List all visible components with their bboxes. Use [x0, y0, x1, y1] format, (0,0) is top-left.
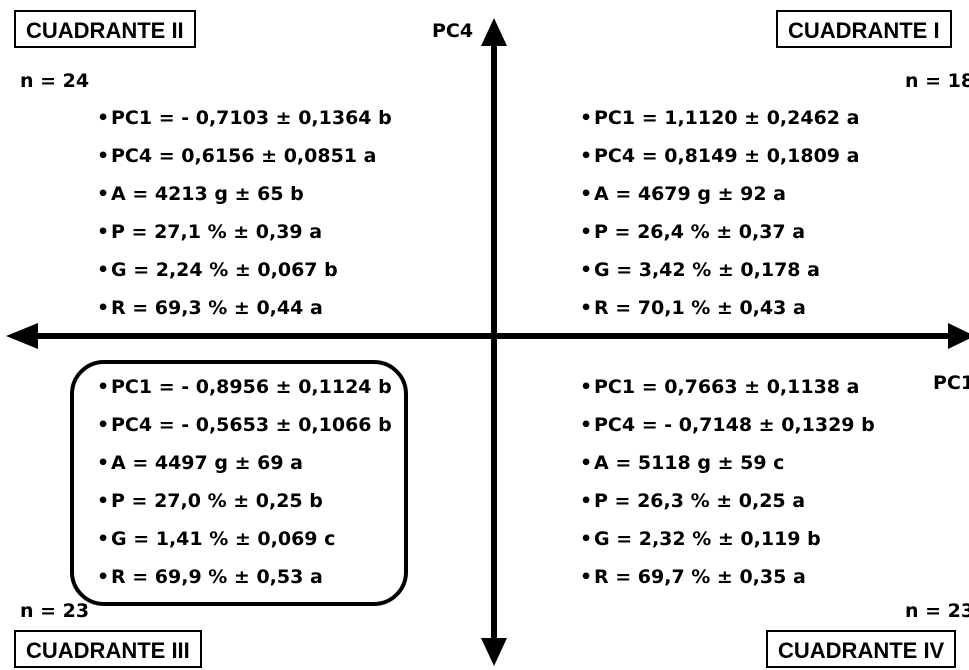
quadrant-i-title: CUADRANTE I [776, 10, 952, 48]
quadrant-ii-n: n = 24 [20, 70, 90, 92]
vertical-axis-label: PC4 [432, 20, 474, 42]
horizontal-axis-label: PC1 [933, 372, 969, 394]
stat-text: A = 4213 g ± 65 b [111, 183, 304, 205]
quadrant-iv-stats: •PC1 = 0,7663 ± 0,1138 a •PC4 = - 0,7148… [580, 368, 875, 596]
stat-item: •PC1 = 1,1120 ± 0,2462 a [580, 107, 860, 129]
stat-text: PC1 = 0,7663 ± 0,1138 a [594, 376, 860, 398]
stat-item: •PC4 = 0,8149 ± 0,1809 a [580, 145, 860, 167]
stat-item: •A = 4679 g ± 92 a [580, 183, 786, 205]
stat-item: •G = 1,41 % ± 0,069 c [97, 528, 336, 550]
quadrant-iii-n: n = 23 [20, 600, 90, 622]
horizontal-axis-arrow-right [948, 323, 969, 349]
stat-text: P = 26,4 % ± 0,37 a [594, 221, 806, 243]
quadrant-i-n: n = 18 [905, 70, 969, 92]
stat-text: G = 2,32 % ± 0,119 b [594, 528, 821, 550]
horizontal-axis-arrow-left [6, 323, 38, 349]
stat-text: G = 3,42 % ± 0,178 a [594, 259, 820, 281]
stat-item: •G = 3,42 % ± 0,178 a [580, 259, 820, 281]
stat-text: A = 4497 g ± 69 a [111, 452, 303, 474]
quadrant-ii-title: CUADRANTE II [14, 10, 196, 48]
stat-text: PC4 = 0,8149 ± 0,1809 a [594, 145, 860, 167]
stat-text: R = 69,3 % ± 0,44 a [111, 297, 323, 319]
stat-item: •P = 26,4 % ± 0,37 a [580, 221, 806, 243]
quadrant-iii-highlight-box [70, 360, 408, 606]
quadrant-iii-title: CUADRANTE III [14, 630, 202, 668]
stat-text: R = 69,7 % ± 0,35 a [594, 566, 806, 588]
stat-text: R = 69,9 % ± 0,53 a [111, 566, 323, 588]
stat-item: •PC1 = 0,7663 ± 0,1138 a [580, 376, 860, 398]
stat-item: •PC4 = 0,6156 ± 0,0851 a [97, 145, 377, 167]
stat-item: •P = 27,1 % ± 0,39 a [97, 221, 323, 243]
stat-text: A = 4679 g ± 92 a [594, 183, 786, 205]
stat-item: •R = 70,1 % ± 0,43 a [580, 297, 806, 319]
stat-text: P = 27,1 % ± 0,39 a [111, 221, 323, 243]
stat-text: PC4 = - 0,7148 ± 0,1329 b [594, 414, 875, 436]
stat-item: •G = 2,24 % ± 0,067 b [97, 259, 338, 281]
stat-item: •PC1 = - 0,7103 ± 0,1364 b [97, 107, 392, 129]
stat-item: •A = 4497 g ± 69 a [97, 452, 303, 474]
stat-item: •A = 4213 g ± 65 b [97, 183, 304, 205]
stat-text: A = 5118 g ± 59 c [594, 452, 785, 474]
stat-text: R = 70,1 % ± 0,43 a [594, 297, 806, 319]
stat-item: •R = 69,7 % ± 0,35 a [580, 566, 806, 588]
stat-item: •PC4 = - 0,7148 ± 0,1329 b [580, 414, 875, 436]
stat-text: PC4 = - 0,5653 ± 0,1066 b [111, 414, 392, 436]
stat-item: •A = 5118 g ± 59 c [580, 452, 785, 474]
quadrant-iv-n: n = 23 [905, 600, 969, 622]
stat-item: •P = 26,3 % ± 0,25 a [580, 490, 806, 512]
stat-text: PC1 = - 0,7103 ± 0,1364 b [111, 107, 392, 129]
stat-text: P = 27,0 % ± 0,25 b [111, 490, 323, 512]
stat-item: •P = 27,0 % ± 0,25 b [97, 490, 323, 512]
vertical-axis-arrow-down [481, 638, 507, 666]
stat-text: G = 2,24 % ± 0,067 b [111, 259, 338, 281]
stat-text: PC1 = 1,1120 ± 0,2462 a [594, 107, 860, 129]
stat-item: •PC4 = - 0,5653 ± 0,1066 b [97, 414, 392, 436]
stat-item: •R = 69,9 % ± 0,53 a [97, 566, 323, 588]
stat-text: P = 26,3 % ± 0,25 a [594, 490, 806, 512]
quadrant-iii-stats: •PC1 = - 0,8956 ± 0,1124 b •PC4 = - 0,56… [97, 368, 392, 596]
stat-text: PC1 = - 0,8956 ± 0,1124 b [111, 376, 392, 398]
vertical-axis-arrow-up [481, 18, 507, 46]
quadrant-i-stats: •PC1 = 1,1120 ± 0,2462 a •PC4 = 0,8149 ±… [580, 99, 859, 327]
quadrant-ii-stats: •PC1 = - 0,7103 ± 0,1364 b •PC4 = 0,6156… [97, 99, 392, 327]
stat-item: •PC1 = - 0,8956 ± 0,1124 b [97, 376, 392, 398]
stat-item: •G = 2,32 % ± 0,119 b [580, 528, 821, 550]
stat-text: G = 1,41 % ± 0,069 c [111, 528, 336, 550]
stat-item: •R = 69,3 % ± 0,44 a [97, 297, 323, 319]
stat-text: PC4 = 0,6156 ± 0,0851 a [111, 145, 377, 167]
quadrant-iv-title: CUADRANTE IV [766, 630, 957, 668]
